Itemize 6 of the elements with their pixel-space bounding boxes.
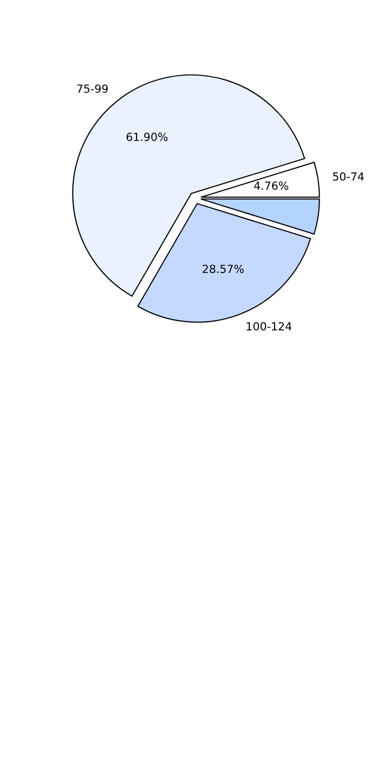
data-label: 61.90% — [126, 132, 168, 142]
slice-label: 75-99 — [77, 84, 108, 93]
slice-label: 100-124 — [246, 322, 292, 330]
slice-label: 50-74 — [333, 172, 364, 181]
data-label: 28.57% — [202, 264, 244, 274]
data-label: 4.76% — [254, 181, 288, 190]
